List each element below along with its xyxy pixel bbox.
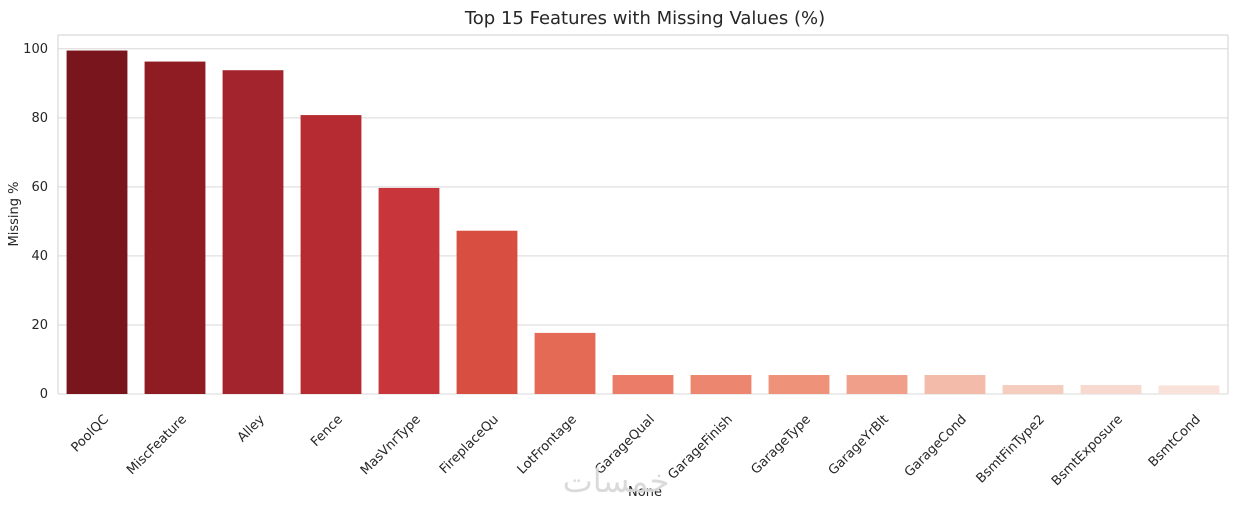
y-tick-label: 20 — [31, 318, 48, 333]
x-tick-label: BsmtCond — [1146, 412, 1204, 470]
x-tick-label: Fence — [308, 412, 346, 450]
y-tick-label: 80 — [31, 111, 48, 126]
x-tick-label: GarageCond — [902, 412, 970, 480]
x-axis-label: None — [628, 485, 662, 500]
bars-layer — [66, 50, 1220, 395]
x-tick-label: BsmtFinType2 — [974, 412, 1048, 486]
bar-alley — [222, 70, 284, 394]
x-tick-label: MiscFeature — [124, 412, 190, 478]
x-tick-label: PoolQC — [69, 412, 112, 455]
bar-fireplacequ — [456, 230, 518, 394]
bar-poolqc — [66, 50, 128, 394]
x-tick-label: GarageType — [748, 412, 813, 477]
x-tick-label: GarageFinish — [665, 412, 735, 482]
x-tick-label: Alley — [235, 412, 268, 445]
bar-garagetype — [768, 375, 830, 394]
bar-garagefinish — [690, 375, 752, 394]
y-axis-label: Missing % — [7, 182, 22, 247]
bar-masvnrtype — [378, 187, 440, 394]
watermark-text: خمسات — [563, 462, 670, 500]
bar-miscfeature — [144, 61, 206, 395]
x-tick-label: MasVnrType — [358, 412, 424, 478]
y-tick-label: 0 — [40, 387, 48, 402]
y-tick-label: 40 — [31, 249, 48, 264]
y-tick-label: 100 — [23, 42, 48, 57]
y-tick-label: 60 — [31, 180, 48, 195]
bar-lotfrontage — [534, 332, 596, 394]
bar-bsmtcond — [1158, 385, 1220, 394]
bar-bsmtexposure — [1080, 385, 1142, 394]
bar-fence — [300, 115, 362, 394]
bar-garageyrblt — [846, 375, 908, 394]
bar-bsmtfintype2 — [1002, 385, 1064, 394]
x-tick-label: FireplaceQu — [437, 412, 502, 477]
y-ticks-layer: 0 20 40 60 80 100 — [23, 42, 48, 402]
bar-garagecond — [924, 375, 986, 394]
bar-garagequal — [612, 375, 674, 394]
x-tick-label: GarageYrBlt — [826, 412, 892, 478]
x-tick-label: BsmtExposure — [1049, 412, 1126, 489]
chart-title: Top 15 Features with Missing Values (%) — [464, 8, 825, 29]
